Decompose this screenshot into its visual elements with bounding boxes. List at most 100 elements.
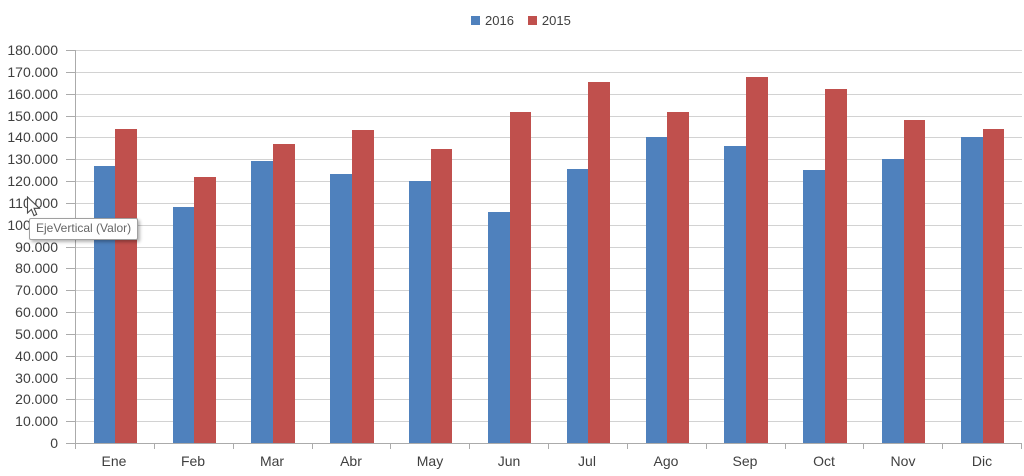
y-axis-label[interactable]: 40.000: [15, 348, 58, 364]
legend-swatch-icon: [527, 16, 537, 25]
bar-2016-may[interactable]: [409, 181, 431, 443]
bar-2015-mar[interactable]: [273, 143, 295, 443]
major-gridline: [76, 355, 1022, 357]
y-axis-tick: [66, 72, 75, 73]
x-axis-tick: [785, 444, 786, 449]
y-axis-tick: [66, 159, 75, 160]
x-axis-tick: [312, 444, 313, 449]
y-axis-tick: [66, 268, 75, 269]
x-axis-label[interactable]: Nov: [890, 453, 916, 469]
x-axis-label[interactable]: Oct: [813, 453, 835, 469]
bar-2016-dic[interactable]: [960, 137, 983, 443]
bar-2015-jun[interactable]: [509, 112, 532, 443]
y-axis-tick: [66, 421, 75, 422]
x-axis-label[interactable]: Ago: [653, 453, 679, 469]
x-axis-tick: [154, 444, 155, 449]
major-gridline: [76, 333, 1022, 335]
bar-2016-oct[interactable]: [803, 170, 825, 443]
chart-legend[interactable]: 2016 2015: [471, 13, 571, 28]
bar-2016-abr[interactable]: [330, 174, 352, 443]
legend-label: 2015: [541, 13, 571, 28]
legend-item-2016[interactable]: 2016: [471, 13, 514, 28]
y-axis-tick: [66, 443, 75, 444]
major-gridline: [76, 312, 1022, 313]
y-axis-tick: [66, 247, 75, 248]
bar-2016-jun[interactable]: [487, 211, 510, 443]
x-axis-label[interactable]: May: [416, 453, 444, 469]
y-axis-tick: [66, 290, 75, 291]
major-gridline: [76, 202, 1022, 204]
major-gridline: [76, 93, 1022, 95]
y-axis-label[interactable]: 80.000: [15, 260, 58, 276]
major-gridline: [76, 377, 1022, 379]
major-gridline: [76, 399, 1022, 401]
bar-2016-sep[interactable]: [724, 146, 747, 443]
major-gridline: [76, 290, 1022, 292]
mouse-cursor-arrow: [26, 196, 41, 217]
y-axis-label[interactable]: 0: [50, 435, 58, 451]
x-axis-label[interactable]: Jul: [578, 453, 596, 469]
x-axis-tick: [390, 444, 391, 449]
y-axis-label[interactable]: 90.000: [15, 239, 58, 255]
y-axis-label[interactable]: 30.000: [15, 370, 58, 386]
major-gridline: [76, 268, 1022, 270]
y-axis-label[interactable]: 120.000: [7, 173, 58, 189]
bar-2016-jul[interactable]: [566, 168, 589, 443]
y-axis-label[interactable]: 20.000: [15, 391, 58, 407]
major-gridline: [76, 115, 1022, 117]
x-axis-tick: [75, 444, 76, 449]
y-axis-label[interactable]: 130.000: [7, 151, 58, 167]
x-axis-label[interactable]: Sep: [732, 453, 758, 469]
x-axis-label[interactable]: Dic: [971, 453, 993, 469]
y-axis-label[interactable]: 140.000: [7, 129, 58, 145]
legend-label: 2016: [485, 13, 514, 28]
bar-2015-sep[interactable]: [746, 77, 768, 443]
x-axis-label[interactable]: Ene: [101, 453, 127, 469]
bar-2016-ago[interactable]: [645, 137, 668, 443]
x-axis-label[interactable]: Mar: [259, 453, 285, 469]
x-axis-label[interactable]: Feb: [180, 453, 206, 469]
y-axis-label[interactable]: 150.000: [7, 108, 58, 124]
plot-area[interactable]: [75, 50, 1022, 444]
bar-2015-feb[interactable]: [194, 176, 216, 443]
y-axis-label[interactable]: 50.000: [15, 326, 58, 342]
major-gridline: [76, 421, 1022, 423]
y-axis-tick: [66, 312, 75, 313]
y-axis-tick: [66, 181, 75, 182]
bar-2015-oct[interactable]: [824, 89, 847, 443]
x-axis-label[interactable]: Jun: [497, 453, 521, 469]
x-axis-tick: [469, 444, 470, 449]
y-axis-tick: [66, 334, 75, 335]
bar-2015-abr[interactable]: [351, 129, 374, 443]
bar-2016-ene[interactable]: [93, 165, 116, 443]
bar-2015-jul[interactable]: [588, 81, 611, 443]
y-axis-tick: [66, 399, 75, 400]
y-axis-label[interactable]: 70.000: [15, 282, 58, 298]
bar-2016-feb[interactable]: [172, 207, 195, 443]
legend-swatch-icon: [471, 16, 480, 25]
bar-2015-ene[interactable]: [115, 128, 138, 443]
major-gridline: [76, 71, 1022, 73]
bar-2015-ago[interactable]: [667, 112, 689, 443]
major-gridline: [76, 246, 1022, 248]
y-axis-label[interactable]: 180.000: [7, 42, 58, 58]
bar-2015-nov[interactable]: [903, 119, 926, 443]
y-axis-label[interactable]: 160.000: [7, 86, 58, 102]
y-axis-tick: [66, 378, 75, 379]
y-axis-label[interactable]: 60.000: [15, 304, 58, 320]
bar-2015-may[interactable]: [430, 149, 453, 443]
y-axis-tick: [66, 94, 75, 95]
bar-2015-dic[interactable]: [982, 128, 1005, 443]
bar-2016-mar[interactable]: [251, 161, 274, 443]
y-axis-tick: [66, 356, 75, 357]
y-axis-label[interactable]: 170.000: [7, 64, 58, 80]
bar-2016-nov[interactable]: [882, 159, 904, 443]
x-axis-tick: [706, 444, 707, 449]
y-axis-tick: [66, 116, 75, 117]
major-gridline: [76, 224, 1022, 226]
y-axis-label[interactable]: 10.000: [15, 413, 58, 429]
legend-item-2015[interactable]: 2015: [527, 13, 571, 28]
x-axis-tick: [942, 444, 943, 449]
x-axis-label[interactable]: Abr: [340, 453, 362, 469]
